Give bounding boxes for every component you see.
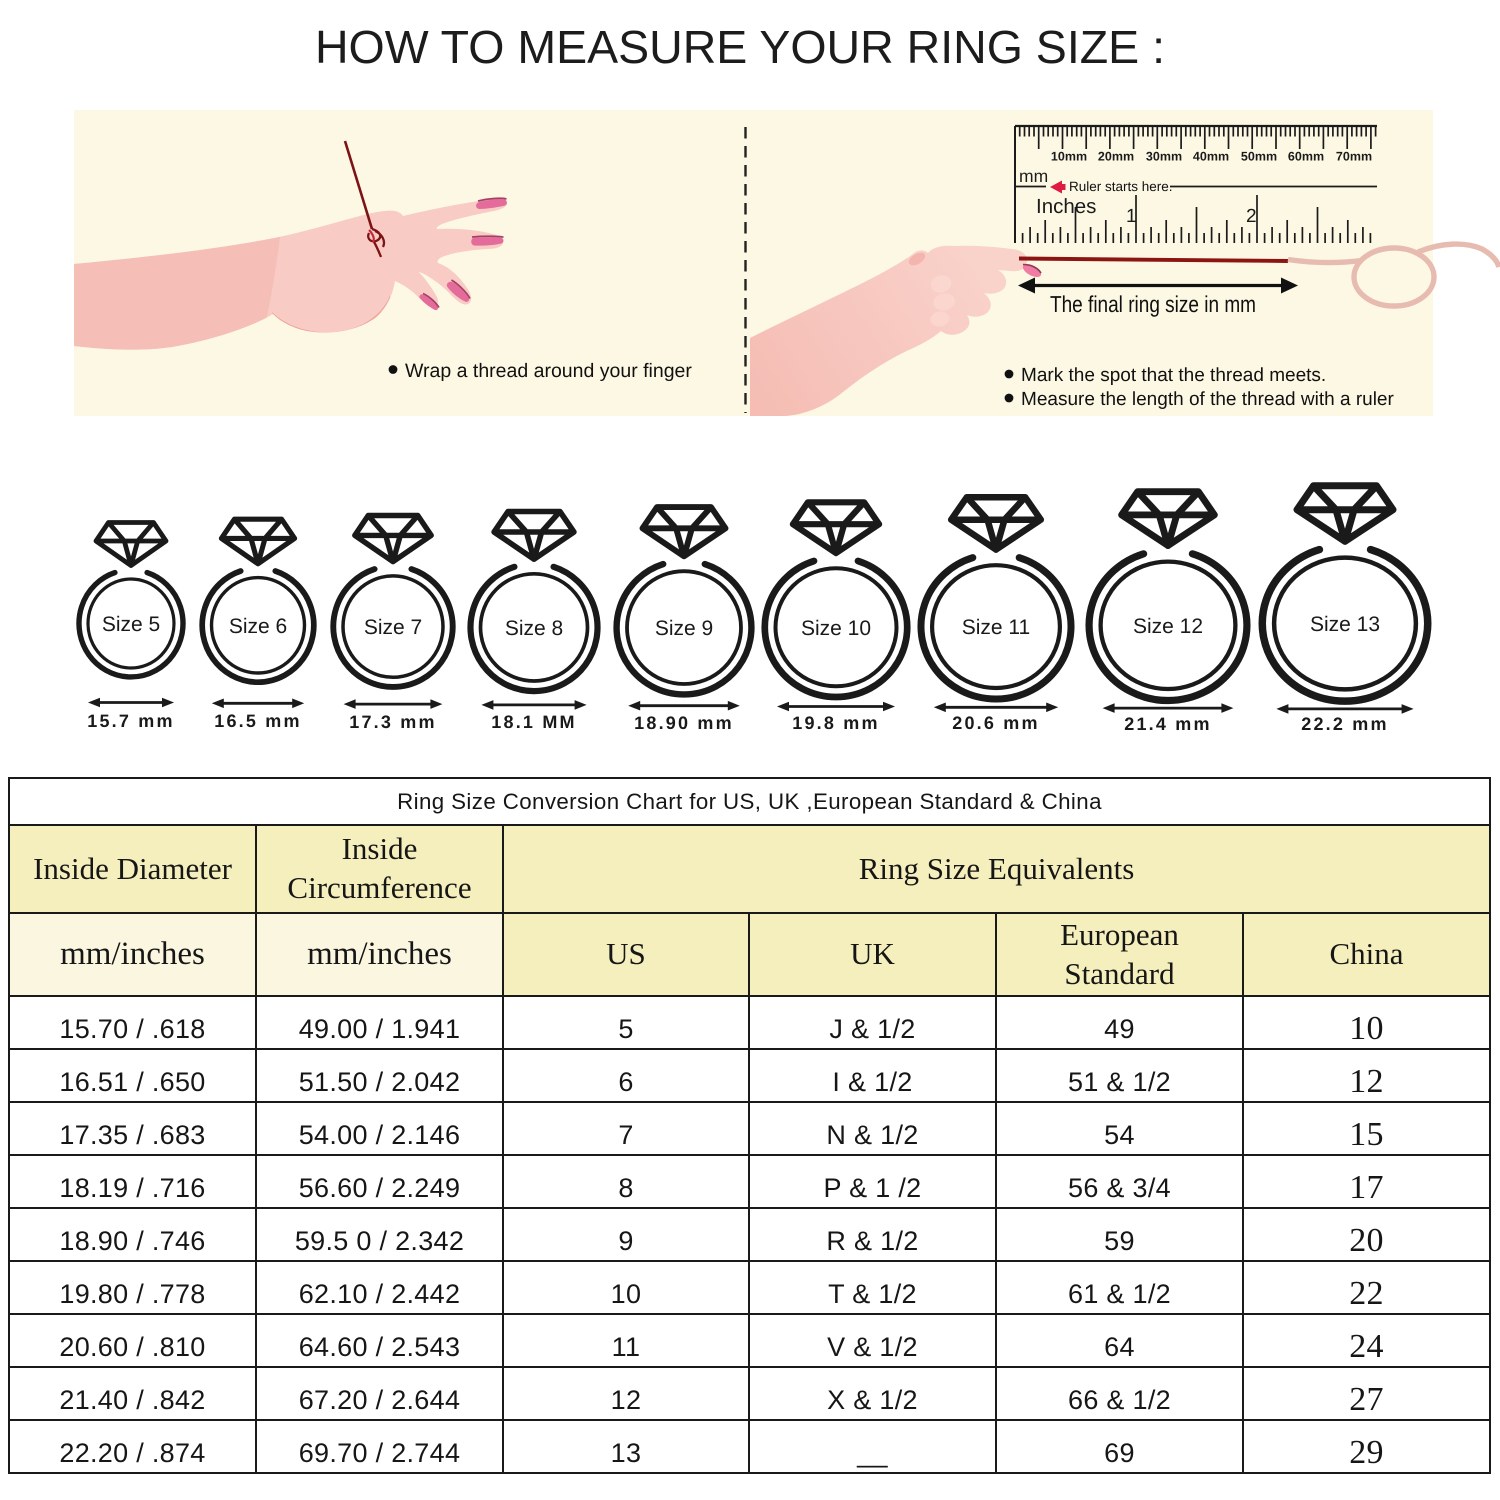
- svg-text:40mm: 40mm: [1193, 150, 1229, 164]
- svg-text:Ruler starts here.: Ruler starts here.: [1069, 179, 1173, 194]
- svg-text:Wrap a thread around your fing: Wrap a thread around your finger: [405, 360, 692, 382]
- svg-text:20mm: 20mm: [1098, 150, 1134, 164]
- svg-text:Size 10: Size 10: [801, 617, 871, 640]
- svg-text:Size 12: Size 12: [1133, 615, 1203, 638]
- svg-text:70mm: 70mm: [1336, 150, 1372, 164]
- svg-text:10mm: 10mm: [1051, 150, 1087, 164]
- svg-text:Size 5: Size 5: [102, 613, 160, 636]
- svg-text:16.5 mm: 16.5 mm: [214, 711, 301, 731]
- svg-text:20.6 mm: 20.6 mm: [952, 713, 1039, 733]
- svg-text:22.2 mm: 22.2 mm: [1301, 714, 1388, 734]
- svg-text:18.90 mm: 18.90 mm: [634, 713, 734, 733]
- svg-text:50mm: 50mm: [1241, 150, 1277, 164]
- svg-text:Size 9: Size 9: [655, 617, 713, 640]
- svg-text:mm: mm: [1019, 166, 1048, 186]
- svg-text:Size 13: Size 13: [1310, 613, 1380, 636]
- svg-text:The final ring size in mm: The final ring size in mm: [1050, 291, 1256, 317]
- svg-text:15.7 mm: 15.7 mm: [87, 711, 174, 731]
- svg-text:17.3 mm: 17.3 mm: [349, 712, 436, 732]
- svg-text:Size 11: Size 11: [962, 616, 1031, 639]
- svg-text:60mm: 60mm: [1288, 150, 1324, 164]
- svg-text:Mark the spot that the thread: Mark the spot that the thread meets.: [1021, 365, 1326, 386]
- svg-text:1: 1: [1126, 206, 1137, 227]
- svg-text:21.4 mm: 21.4 mm: [1124, 714, 1211, 734]
- svg-text:19.8 mm: 19.8 mm: [792, 713, 879, 733]
- svg-text:2: 2: [1246, 206, 1257, 227]
- svg-text:Size 6: Size 6: [229, 615, 287, 638]
- svg-text:Inches: Inches: [1036, 195, 1096, 218]
- svg-text:18.1 MM: 18.1 MM: [491, 712, 576, 732]
- svg-text:Size 8: Size 8: [505, 617, 563, 640]
- svg-text:30mm: 30mm: [1146, 150, 1182, 164]
- svg-text:Size 7: Size 7: [364, 616, 422, 639]
- svg-text:Measure the length of the thre: Measure the length of the thread with a …: [1021, 389, 1395, 410]
